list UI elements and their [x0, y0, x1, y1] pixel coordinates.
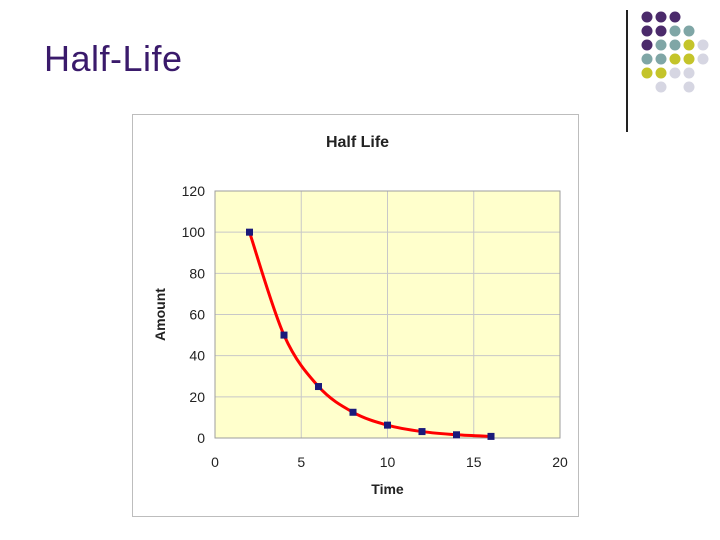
y-tick-label: 20	[189, 389, 205, 405]
decorative-dot	[683, 53, 695, 65]
y-tick-label: 80	[189, 265, 205, 281]
y-tick-label: 0	[197, 430, 205, 446]
half-life-chart: Half Life 0 20 40 60 80 100 120 0 5 10 15 20 Time Amou…	[152, 134, 568, 497]
decorative-dot	[669, 11, 681, 23]
decorative-dot	[655, 11, 667, 23]
data-point	[246, 228, 253, 236]
x-tick-label: 0	[211, 454, 219, 470]
chart-frame: Half Life 0 20 40 60 80 100 120 0 5 10 15 20 Time Amou…	[132, 114, 579, 517]
decorative-dot	[655, 67, 667, 79]
decorative-divider-line	[626, 10, 628, 132]
x-tick-label: 5	[297, 454, 305, 470]
data-point	[384, 421, 391, 429]
decorative-dot	[669, 39, 681, 51]
y-tick-label: 40	[189, 348, 205, 364]
slide-title: Half-Life	[44, 38, 183, 79]
decorative-dot	[669, 53, 681, 65]
decorative-dot	[655, 25, 667, 37]
decorative-dot-grid	[641, 11, 709, 93]
y-tick-label: 60	[189, 307, 205, 323]
decorative-dot	[697, 53, 709, 65]
decorative-dot	[641, 25, 653, 37]
x-tick-label: 20	[552, 454, 568, 470]
data-point	[453, 431, 460, 439]
y-axis-label: Amount	[152, 288, 168, 341]
data-point	[487, 432, 495, 440]
y-tick-label: 120	[182, 183, 206, 199]
decorative-dot	[683, 25, 695, 37]
decorative-dot	[655, 53, 667, 65]
data-point	[349, 408, 357, 416]
decorative-dot	[697, 39, 709, 51]
x-tick-label: 10	[380, 454, 396, 470]
decorative-dot	[641, 67, 653, 79]
decorative-dot	[641, 11, 653, 23]
decorative-dot	[641, 53, 653, 65]
x-tick-label: 15	[466, 454, 482, 470]
decorative-dot	[641, 39, 653, 51]
decorative-dot	[683, 67, 695, 79]
y-tick-label: 100	[182, 224, 206, 240]
decorative-dot	[655, 39, 667, 51]
data-point	[280, 331, 288, 339]
decorative-dot	[683, 39, 695, 51]
data-point	[315, 383, 322, 391]
plot-border	[214, 190, 561, 439]
decorative-dot	[655, 81, 667, 93]
chart-title: Half Life	[326, 134, 389, 151]
decorative-dot	[669, 25, 681, 37]
data-point	[418, 428, 426, 436]
x-axis-label: Time	[371, 481, 404, 497]
decorative-dot	[669, 67, 681, 79]
decorative-dot	[683, 81, 695, 93]
